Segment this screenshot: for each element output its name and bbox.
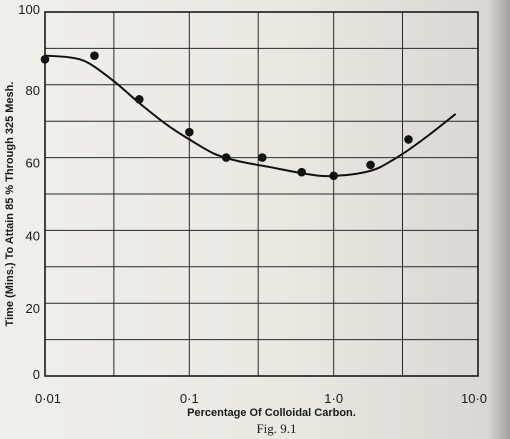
x-tick-label: 0·01 [35, 391, 61, 406]
data-point [90, 51, 99, 60]
x-tick-label: 10·0 [461, 391, 487, 406]
data-point [134, 95, 144, 104]
fitted-curve-group [44, 54, 457, 178]
page-edge-shadow [488, 0, 510, 439]
y-tick-label: 40 [26, 228, 40, 243]
data-point [40, 55, 50, 64]
y-tick-label: 60 [26, 156, 40, 171]
figure-caption: Fig. 9.1 [256, 421, 296, 436]
data-point [329, 171, 338, 181]
data-point [404, 135, 413, 144]
data-point [297, 167, 306, 177]
data-point [366, 160, 375, 170]
y-axis-label: Time (Mins.) To Attain 85 % Through 325 … [4, 82, 16, 327]
gridlines [45, 12, 478, 376]
y-tick-labels: 0 20 40 60 80 100 [18, 2, 40, 382]
plot-frame [44, 11, 479, 377]
y-tick-label: 20 [26, 301, 40, 316]
x-tick-label: 1·0 [324, 391, 343, 406]
x-axis-label: Percentage Of Colloidal Carbon. [187, 407, 356, 419]
data-points [40, 51, 413, 181]
x-tick-label: 0·1 [180, 391, 199, 406]
fitted-curve [44, 54, 457, 178]
y-tick-label: 100 [18, 2, 40, 17]
data-point [257, 153, 267, 162]
data-point [221, 153, 231, 162]
y-tick-label: 80 [26, 83, 40, 98]
y-tick-label: 0 [33, 367, 40, 382]
x-tick-labels: 0·01 0·1 1·0 10·0 [35, 391, 487, 406]
data-point [185, 127, 194, 137]
